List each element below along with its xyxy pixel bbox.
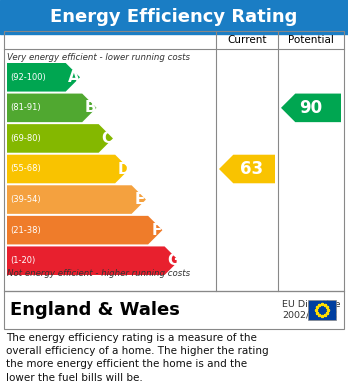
Polygon shape [7, 93, 96, 122]
Polygon shape [281, 93, 341, 122]
Polygon shape [7, 246, 179, 275]
Text: (1-20): (1-20) [10, 256, 35, 265]
Text: (92-100): (92-100) [10, 73, 46, 82]
Polygon shape [7, 185, 146, 214]
Text: D: D [117, 161, 130, 176]
Text: EU Directive
2002/91/EC: EU Directive 2002/91/EC [282, 300, 340, 320]
Text: 90: 90 [299, 99, 323, 117]
Text: Potential: Potential [288, 35, 334, 45]
Bar [308, 300, 336, 320]
Text: G: G [167, 253, 180, 268]
Text: (21-38): (21-38) [10, 226, 41, 235]
Text: B: B [85, 100, 97, 115]
Text: Very energy efficient - lower running costs: Very energy efficient - lower running co… [7, 52, 190, 61]
Text: (81-91): (81-91) [10, 103, 41, 112]
Bar [0, 0, 348, 34]
Text: A: A [69, 70, 80, 85]
Polygon shape [7, 216, 163, 244]
Text: F: F [151, 222, 162, 238]
Text: E: E [135, 192, 145, 207]
Text: Energy Efficiency Rating: Energy Efficiency Rating [50, 8, 298, 26]
Polygon shape [7, 63, 80, 91]
Text: (39-54): (39-54) [10, 195, 41, 204]
Bar [4, 31, 344, 291]
Text: C: C [102, 131, 113, 146]
Text: England & Wales: England & Wales [10, 301, 180, 319]
Text: (55-68): (55-68) [10, 165, 41, 174]
Polygon shape [7, 124, 113, 153]
Text: The energy efficiency rating is a measure of the
overall efficiency of a home. T: The energy efficiency rating is a measur… [6, 333, 269, 383]
Text: (69-80): (69-80) [10, 134, 41, 143]
Polygon shape [219, 155, 275, 183]
Text: Current: Current [227, 35, 267, 45]
Polygon shape [7, 155, 129, 183]
Bar [4, 291, 344, 329]
Text: Not energy efficient - higher running costs: Not energy efficient - higher running co… [7, 269, 190, 278]
Text: 63: 63 [240, 160, 263, 178]
